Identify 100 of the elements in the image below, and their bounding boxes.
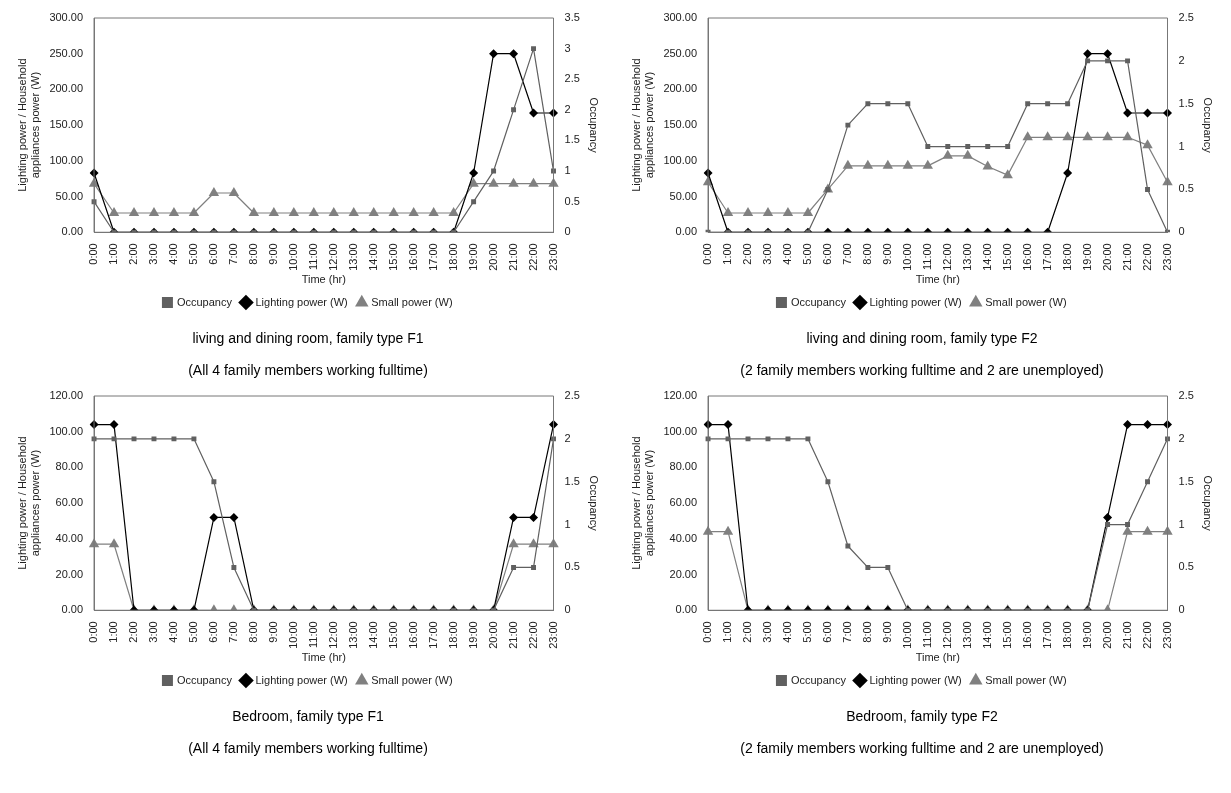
x-tick-label: 2:00: [741, 243, 754, 265]
y2-tick-label: 1: [1178, 517, 1185, 530]
x-tick-label: 22:00: [1140, 243, 1153, 271]
y2-axis-title: Occupancy: [1202, 475, 1215, 532]
y2-tick-label: 2: [1178, 53, 1185, 66]
x-tick-label: 16:00: [406, 243, 419, 271]
text: Bedroom, family type F2: [845, 708, 999, 724]
x-tick-label: 9:00: [880, 621, 893, 643]
y2-tick-label: 3.5: [564, 11, 580, 24]
x-tick-label: 23:00: [546, 621, 559, 649]
x-tick-label: 17:00: [1040, 243, 1053, 271]
y-tick-label: 0.00: [675, 603, 698, 616]
y-axis-title: Lighting power / Household appliances power (W): [15, 436, 41, 570]
y2-tick-label: 2.5: [1178, 389, 1194, 402]
x-tick-label: 10:00: [286, 243, 299, 271]
x-tick-label: 11:00: [306, 243, 319, 270]
y-tick-label: 100.00: [49, 153, 84, 166]
y-tick-label: 0.00: [675, 225, 698, 238]
y-tick-label: 300.00: [49, 11, 84, 24]
y-tick-label: 250.00: [49, 46, 84, 59]
y2-tick-label: 0.5: [564, 194, 580, 207]
y-tick-label: 20.00: [55, 567, 84, 580]
y2-tick-label: 0.5: [564, 560, 580, 573]
x-axis-title: Time (hr): [301, 273, 346, 286]
legend-label: Occupancy: [176, 295, 233, 308]
y-tick-label: 100.00: [663, 153, 698, 166]
y2-tick-label: 3: [564, 41, 571, 54]
x-tick-label: 18:00: [1060, 243, 1073, 271]
x-axis-title: Time (hr): [915, 651, 960, 664]
x-tick-label: 17:00: [426, 621, 439, 649]
x-tick-label: 5:00: [800, 621, 813, 643]
x-tick-label: 20:00: [1100, 243, 1113, 271]
y-tick-label: 150.00: [663, 118, 698, 131]
x-tick-label: 0:00: [701, 621, 714, 643]
x-tick-label: 21:00: [506, 243, 519, 271]
x-tick-label: 4:00: [166, 243, 179, 265]
y-tick-label: 80.00: [669, 460, 698, 473]
y-axis-title: Lighting power / Household appliances power (W): [15, 58, 41, 192]
y2-tick-label: 2.5: [564, 389, 580, 402]
y2-tick-label: 0: [1178, 603, 1185, 616]
x-tick-label: 16:00: [406, 621, 419, 649]
y-tick-label: 50.00: [669, 189, 698, 202]
x-tick-label: 7:00: [840, 243, 853, 265]
x-tick-label: 9:00: [266, 243, 279, 265]
y-tick-label: 0.00: [61, 603, 84, 616]
x-tick-label: 23:00: [546, 243, 559, 271]
x-tick-label: 4:00: [780, 243, 793, 265]
x-tick-label: 9:00: [880, 243, 893, 265]
x-tick-label: 6:00: [206, 621, 219, 643]
x-tick-label: 8:00: [246, 243, 259, 265]
x-tick-label: 6:00: [820, 243, 833, 265]
y-tick-label: 100.00: [49, 424, 84, 437]
y2-tick-label: 1: [564, 517, 571, 530]
legend-label: Lighting power (W): [869, 673, 962, 686]
y-tick-label: 20.00: [669, 567, 698, 580]
x-tick-label: 14:00: [980, 243, 993, 271]
y-tick-label: 40.00: [55, 531, 84, 544]
y-axis-title: Lighting power / Household appliances power (W): [629, 58, 655, 192]
x-tick-label: 21:00: [506, 621, 519, 649]
y2-tick-label: 1.5: [564, 133, 580, 146]
legend-label: Small power (W): [371, 295, 453, 308]
x-tick-label: 4:00: [780, 621, 793, 643]
y2-axis-title: Occupancy: [588, 97, 601, 154]
x-tick-label: 0:00: [87, 621, 100, 643]
y2-tick-label: 1: [1178, 139, 1185, 152]
legend-label: Occupancy: [790, 673, 847, 686]
x-tick-label: 13:00: [346, 621, 359, 649]
x-tick-label: 8:00: [246, 621, 259, 643]
x-tick-label: 10:00: [900, 621, 913, 649]
x-tick-label: 7:00: [226, 243, 239, 265]
legend-label: Lighting power (W): [255, 295, 348, 308]
x-tick-label: 19:00: [1080, 621, 1093, 649]
x-tick-label: 3:00: [147, 243, 160, 265]
x-tick-label: 18:00: [446, 243, 459, 271]
x-tick-label: 7:00: [840, 621, 853, 643]
y2-tick-label: 2: [1178, 431, 1185, 444]
x-tick-label: 19:00: [1080, 243, 1093, 271]
y2-tick-label: 2: [564, 102, 571, 115]
x-tick-label: 22:00: [526, 621, 539, 649]
x-tick-label: 17:00: [426, 243, 439, 271]
x-tick-label: 2:00: [127, 243, 140, 265]
y2-tick-label: 2.5: [564, 72, 580, 85]
x-tick-label: 20:00: [1100, 621, 1113, 649]
text: Bedroom, family type F1: [231, 708, 385, 724]
x-tick-label: 23:00: [1160, 243, 1173, 271]
x-tick-label: 2:00: [741, 621, 754, 643]
y2-tick-label: 1.5: [1178, 96, 1194, 109]
x-tick-label: 3:00: [147, 621, 160, 643]
x-tick-label: 21:00: [1120, 621, 1133, 649]
y2-tick-label: 1: [564, 164, 571, 177]
x-axis-title: Time (hr): [915, 273, 960, 286]
x-tick-label: 12:00: [940, 621, 953, 649]
legend-label: Occupancy: [790, 295, 847, 308]
y-tick-label: 100.00: [663, 424, 698, 437]
x-tick-label: 22:00: [526, 243, 539, 271]
x-tick-label: 10:00: [900, 243, 913, 271]
x-tick-label: 7:00: [226, 621, 239, 643]
x-tick-label: 20:00: [486, 243, 499, 271]
x-tick-label: 1:00: [107, 243, 120, 265]
x-tick-label: 15:00: [386, 243, 399, 271]
